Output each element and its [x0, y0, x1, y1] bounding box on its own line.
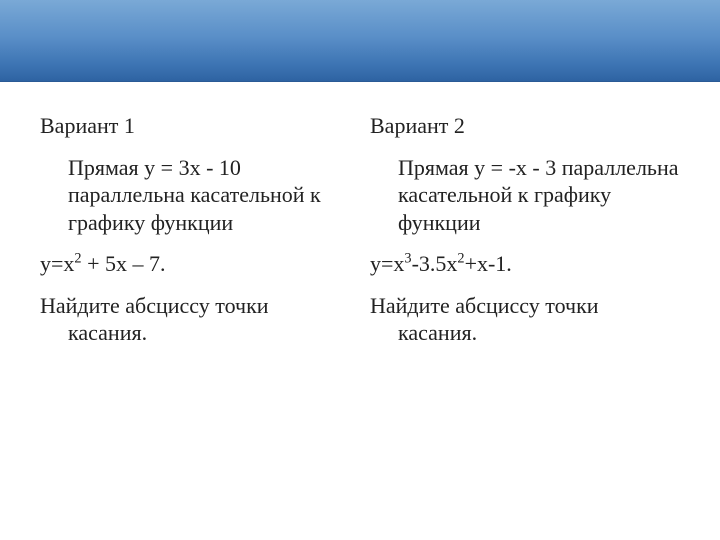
- equation-2: у=х3-3.5х2+х-1.: [370, 250, 680, 278]
- slide-content: Вариант 1 Прямая у = 3х - 10 параллельна…: [0, 82, 720, 347]
- column-left: Вариант 1 Прямая у = 3х - 10 параллельна…: [40, 112, 350, 347]
- equation-1: у=х2 + 5х – 7.: [40, 250, 350, 278]
- title-band: [0, 0, 720, 82]
- eq2-suffix: +х-1.: [465, 251, 512, 276]
- eq2-mid: -3.5х: [412, 251, 458, 276]
- problem-statement-2: Прямая у = -х - 3 параллельна касательно…: [398, 154, 680, 237]
- eq1-suffix: + 5х – 7.: [82, 251, 166, 276]
- eq1-prefix: у=х: [40, 251, 74, 276]
- variant-title-1: Вариант 1: [40, 112, 350, 140]
- column-right: Вариант 2 Прямая у = -х - 3 параллельна …: [370, 112, 680, 347]
- eq2-exp2: 2: [457, 251, 464, 267]
- find-text-2: Найдите абсциссу точки касания.: [370, 292, 680, 347]
- problem-statement-1: Прямая у = 3х - 10 параллельна касательн…: [68, 154, 350, 237]
- variant-title-2: Вариант 2: [370, 112, 680, 140]
- find-text-1: Найдите абсциссу точки касания.: [40, 292, 350, 347]
- eq1-exp: 2: [74, 251, 81, 267]
- eq2-prefix: у=х: [370, 251, 404, 276]
- eq2-exp1: 3: [404, 251, 411, 267]
